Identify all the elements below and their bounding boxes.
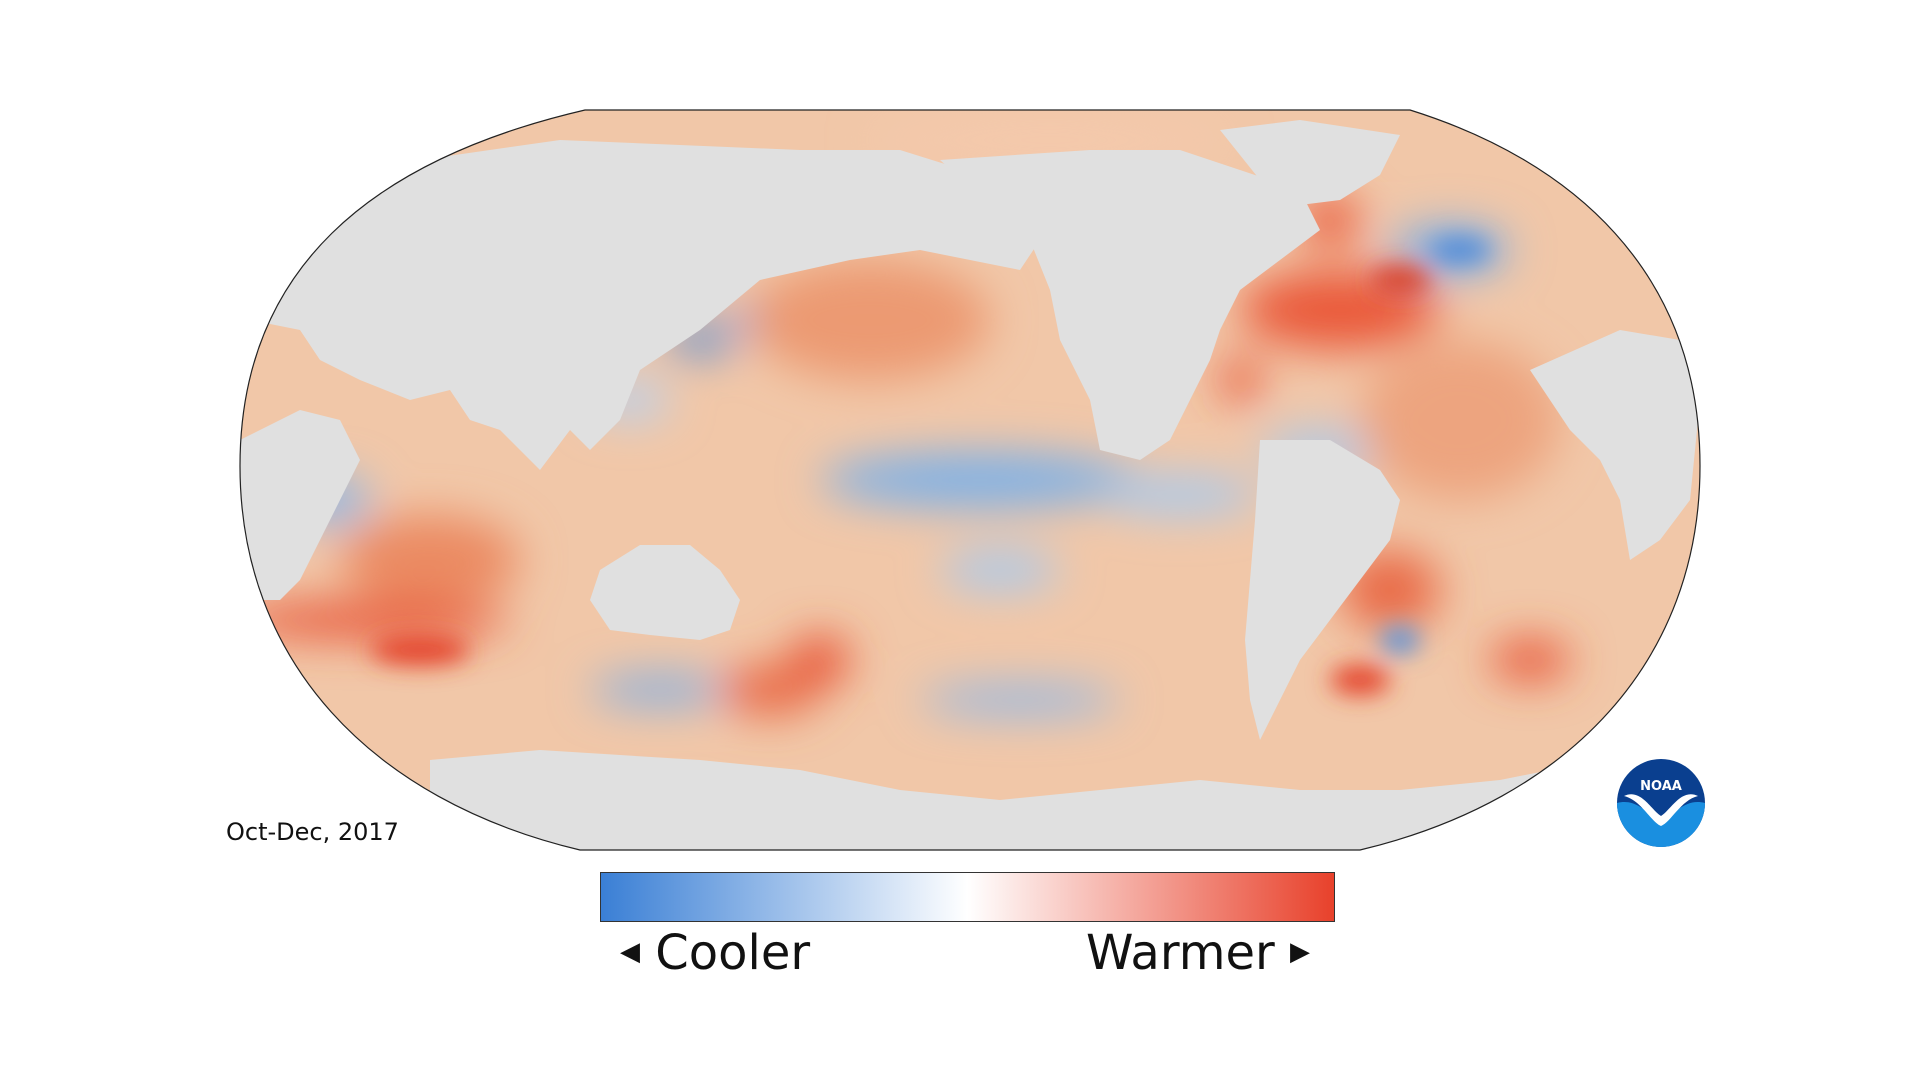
sea-temperature-field bbox=[240, 110, 1700, 850]
legend-warmer: Warmer ▶ bbox=[1086, 924, 1310, 985]
legend-frame bbox=[600, 872, 1335, 922]
period-label: Oct-Dec, 2017 bbox=[226, 818, 399, 846]
australia bbox=[590, 545, 740, 640]
legend-cooler-label: Cooler bbox=[655, 925, 811, 981]
legend-cooler: ◀ Cooler bbox=[620, 924, 810, 985]
right-arrow-icon: ▶ bbox=[1290, 937, 1310, 967]
africa bbox=[240, 410, 360, 600]
noaa-logo-text: NOAA bbox=[1640, 779, 1682, 794]
land-masses bbox=[240, 120, 1700, 850]
asia-europe bbox=[240, 140, 1040, 470]
africa-east bbox=[1530, 330, 1700, 560]
anomaly-detail bbox=[370, 238, 1490, 695]
antarctica bbox=[430, 750, 1650, 850]
greenland bbox=[1220, 120, 1400, 205]
north-america bbox=[940, 150, 1320, 460]
legend-bar bbox=[601, 873, 1334, 921]
left-arrow-icon: ◀ bbox=[620, 937, 640, 967]
legend-warmer-label: Warmer bbox=[1086, 925, 1275, 981]
south-america bbox=[1245, 440, 1400, 740]
noaa-logo: NOAA bbox=[1617, 759, 1705, 847]
map-outline bbox=[239, 109, 1701, 851]
